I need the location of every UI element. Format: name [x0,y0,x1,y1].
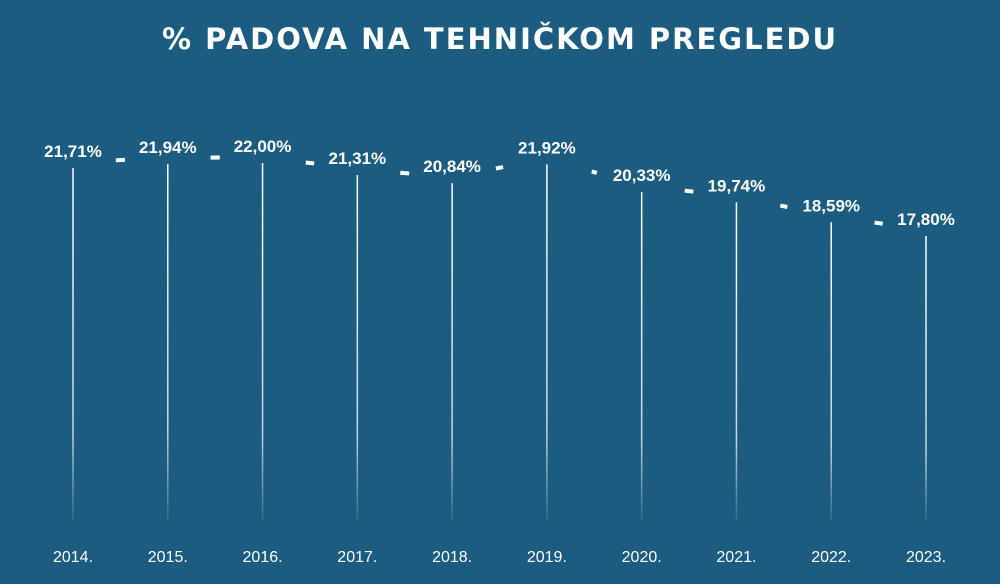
series-line [115,155,883,226]
value-label-2018: 20,84% [423,157,481,176]
drop-line-2015 [167,164,169,521]
x-tick-label-2017: 2017. [337,549,377,566]
x-tick-label-2018: 2018. [432,549,472,566]
x-axis-tick-labels: 2014. 2015. 2016. 2017. 2018. 2019. 2020. 2021.… [53,549,946,566]
drop-line-2014 [72,168,74,521]
x-tick-label-2014: 2014. [53,549,93,566]
line-segment-2022-2023 [874,220,883,226]
x-tick-label-2019: 2019. [527,549,567,566]
drop-line-2018 [451,183,453,520]
value-label-2023: 17,80% [897,210,955,229]
value-label-2020: 20,33% [613,166,671,185]
x-tick-label-2015: 2015. [148,549,188,566]
line-segment-2017-2018 [400,170,410,176]
value-labels: 21,71% 21,94% 22,00% 21,31% 20,84% 21,92% 20,3… [44,137,955,229]
line-segment-2018-2019 [495,165,504,171]
line-segment-2019-2020 [591,169,598,175]
x-tick-label-2021: 2021. [716,549,756,566]
line-segment-2020-2021 [684,188,694,194]
drop-line-2022 [830,222,832,520]
line-segment-2016-2017 [305,160,315,166]
drop-line-2020 [640,192,643,520]
x-tick-label-2022: 2022. [811,549,851,566]
value-label-2014: 21,71% [44,142,102,161]
drop-line-2019 [546,164,548,520]
value-label-2021: 19,74% [708,176,766,195]
value-label-2016: 22,00% [234,137,292,156]
drop-line-2017 [356,174,359,520]
drop-lines [72,163,927,521]
value-label-2019: 21,92% [518,138,576,157]
x-tick-label-2016: 2016. [243,549,283,566]
drop-line-2023 [925,236,927,520]
value-label-2022: 18,59% [802,196,860,215]
line-segment-2021-2022 [779,203,788,209]
value-label-2017: 21,31% [328,149,386,168]
drop-line-2021 [735,202,738,520]
drop-line-2016 [261,163,264,520]
value-label-2015: 21,94% [139,138,197,157]
x-tick-label-2020: 2020. [622,549,662,566]
chart-title: % PADOVA NA TEHNIČKOM PREGLEDU [161,22,839,56]
x-tick-label-2023: 2023. [906,549,946,566]
